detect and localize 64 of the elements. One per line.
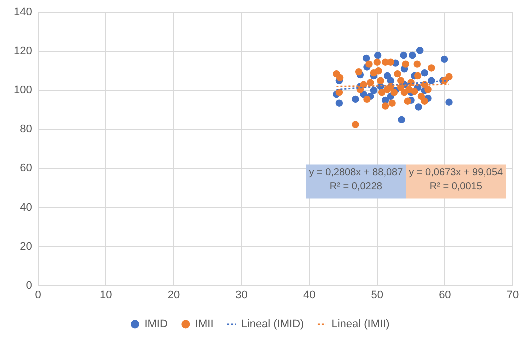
point xyxy=(414,72,422,80)
x-tick-label: 30 xyxy=(236,289,248,302)
point xyxy=(370,87,378,94)
point xyxy=(352,121,360,128)
legend-label: IMID xyxy=(144,318,168,331)
point xyxy=(415,104,422,111)
legend-label: Lineal (IMII) xyxy=(332,318,390,331)
point xyxy=(387,58,395,66)
point xyxy=(366,60,373,68)
point xyxy=(400,89,408,96)
point xyxy=(374,58,381,66)
point xyxy=(355,68,363,76)
x-tick-label: 0 xyxy=(35,289,42,302)
point xyxy=(352,96,360,104)
point xyxy=(421,69,428,77)
point xyxy=(336,89,344,96)
point xyxy=(388,100,396,107)
point xyxy=(394,70,402,78)
point xyxy=(440,56,448,64)
point xyxy=(416,47,424,54)
y-tick-label: 140 xyxy=(14,6,32,19)
point xyxy=(409,52,416,60)
point xyxy=(424,86,432,94)
x-tick-label: 20 xyxy=(168,289,180,302)
point xyxy=(377,77,384,84)
legend-label: Lineal (IMID) xyxy=(241,318,304,331)
point xyxy=(367,79,374,86)
point xyxy=(336,74,344,82)
point xyxy=(374,52,382,60)
point xyxy=(446,98,453,106)
annotation: y = 0,2808x + 88,087 R² = 0,0228 xyxy=(309,168,404,193)
point xyxy=(404,98,412,105)
y-tick-label: 120 xyxy=(14,46,32,58)
point xyxy=(384,86,392,94)
legend-label: IMII xyxy=(195,318,214,331)
point xyxy=(402,60,410,68)
point xyxy=(418,92,426,100)
point xyxy=(364,96,371,104)
y-tick-label: 20 xyxy=(20,240,32,253)
x-tick-label: 40 xyxy=(303,289,316,302)
point xyxy=(411,88,418,96)
point xyxy=(336,100,344,107)
x-tick-label: 50 xyxy=(371,289,384,302)
y-tick-label: 100 xyxy=(14,84,32,97)
point xyxy=(384,72,392,80)
point xyxy=(398,116,406,124)
point xyxy=(428,64,436,72)
point xyxy=(414,60,421,68)
point xyxy=(446,73,453,81)
point xyxy=(421,98,428,105)
y-tick-label: 80 xyxy=(20,124,32,136)
y-tick-label: 60 xyxy=(20,162,32,175)
x-tick-label: 60 xyxy=(439,289,452,302)
point xyxy=(398,77,405,84)
y-tick-label: 40 xyxy=(20,202,32,214)
point xyxy=(382,102,390,110)
point xyxy=(362,54,370,62)
point xyxy=(378,89,386,96)
x-tick-label: 70 xyxy=(506,289,520,302)
point xyxy=(375,68,382,75)
y-tick-label: 0 xyxy=(26,280,32,292)
point xyxy=(400,52,408,60)
x-tick-label: 10 xyxy=(100,289,112,302)
annotation: y = 0,0673x + 99,054 R² = 0,0015 xyxy=(409,168,504,193)
